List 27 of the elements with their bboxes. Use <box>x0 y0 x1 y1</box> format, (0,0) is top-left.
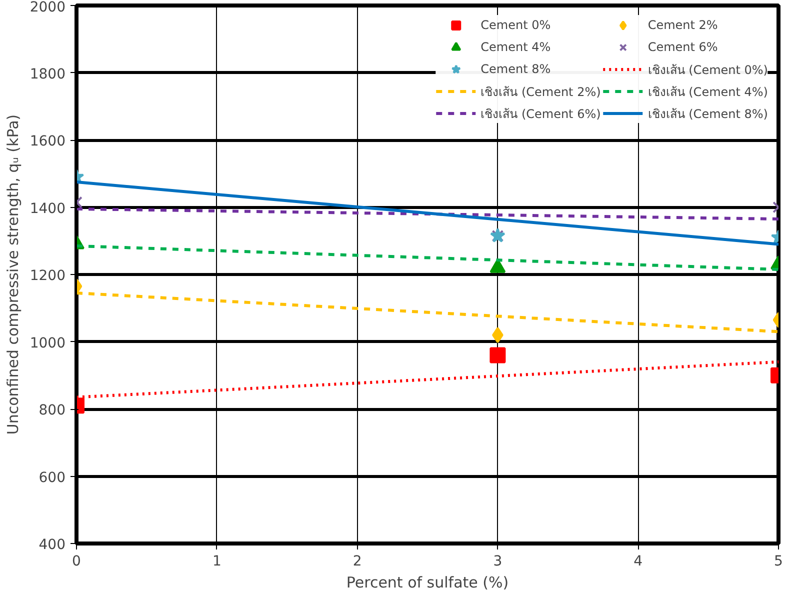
legend-label: Cement 0% <box>480 18 551 32</box>
legend-label: Cement 2% <box>648 18 718 32</box>
legend-label: เชิงเส้น (Cement 6%) <box>480 106 601 122</box>
x-tick-label: 2 <box>352 554 362 570</box>
y-tick-label: 1000 <box>30 335 66 352</box>
legend-label: เชิงเส้น (Cement 2%) <box>480 84 601 100</box>
y-tick-label: 600 <box>38 470 66 486</box>
legend-label: เชิงเส้น (Cement 8%) <box>648 106 768 122</box>
x-tick-label: 0 <box>72 554 81 570</box>
legend-label: Cement 4% <box>480 40 551 54</box>
x-axis-title: Percent of sulfate (%) <box>346 574 509 592</box>
y-tick-label: 400 <box>38 537 66 553</box>
x-tick-label: 4 <box>634 554 643 570</box>
legend-label: Cement 6% <box>648 40 718 54</box>
y-tick-label: 1200 <box>30 268 66 284</box>
legend-label: Cement 8% <box>480 62 551 76</box>
y-tick-label: 800 <box>38 402 66 418</box>
x-tick-label: 5 <box>774 554 783 570</box>
legend-label: เชิงเส้น (Cement 0%) <box>648 62 768 78</box>
y-tick-label: 2000 <box>30 0 66 16</box>
legend-label: เชิงเส้น (Cement 4%) <box>648 84 768 100</box>
x-tick-label: 3 <box>493 554 502 570</box>
y-tick-label: 1800 <box>30 66 66 82</box>
y-axis-title: Unconfined compressive strength, qᵤ (kPa) <box>4 114 22 435</box>
y-tick-label: 1400 <box>30 200 66 217</box>
x-tick-label: 1 <box>212 554 222 570</box>
y-tick-label: 1600 <box>30 134 66 150</box>
